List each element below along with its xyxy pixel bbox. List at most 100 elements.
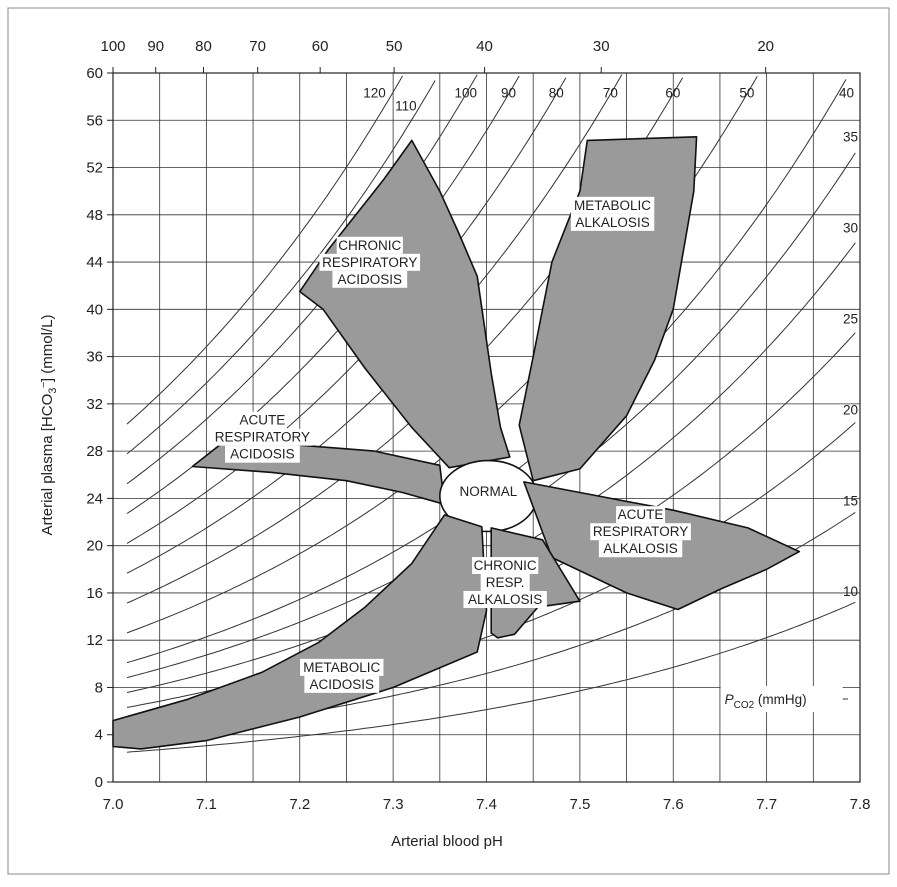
region-label-line: ACIDOSIS — [230, 447, 295, 462]
y-tick-label: 16 — [86, 585, 103, 602]
y-tick-label: 44 — [86, 254, 103, 271]
label-box — [225, 445, 300, 463]
label-box — [590, 523, 691, 541]
region-label-line: ALKALOSIS — [575, 215, 649, 230]
x-axis-title: Arterial blood pH — [391, 833, 503, 850]
top-tick-label: 20 — [757, 38, 774, 55]
top-tick-label: 90 — [147, 38, 164, 55]
metabolic-alkalosis-label: METABOLIC ALKALOSIS — [570, 196, 655, 231]
y-tick-label: 40 — [86, 301, 103, 318]
chronic-respiratory-alkalosis-label: CHRONIC RESP. ALKALOSIS — [463, 557, 547, 609]
isopleth-line — [126, 75, 403, 425]
y-tick-label: 52 — [86, 160, 103, 177]
top-tick-label: 60 — [312, 38, 329, 55]
chronic-respiratory-acidosis-label: CHRONIC RESPIRATORY ACIDOSIS — [319, 236, 421, 288]
legend-text: PCO2 (mmHg) — [725, 692, 807, 711]
isopleth-label: 70 — [603, 85, 618, 100]
region-labels: CHRONIC RESPIRATORY ACIDOSIS METABOLIC ALKAL… — [212, 196, 691, 693]
y-tick-label: 12 — [86, 632, 103, 649]
isopleth-line — [126, 77, 567, 544]
x-tick-label: 7.5 — [569, 796, 590, 813]
region-label-line: ALKALOSIS — [603, 541, 677, 556]
label-box — [212, 428, 313, 446]
y-axis-title: Arterial plasma [HCO3–] (mmol/L) — [38, 315, 59, 536]
top-tick-label: 40 — [476, 38, 493, 55]
top-tick-label: 100 — [100, 38, 125, 55]
isopleth-label: 40 — [839, 85, 854, 100]
region-label-line: METABOLIC — [303, 660, 380, 675]
chronic-respiratory-acidosis-region — [298, 139, 511, 469]
x-tick-label: 7.2 — [289, 796, 310, 813]
isopleth-label: 30 — [843, 221, 858, 236]
x-tick-label: 7.8 — [850, 796, 871, 813]
label-box — [472, 557, 539, 575]
isopleth-label: 60 — [665, 85, 680, 100]
x-tick-label: 7.6 — [663, 796, 684, 813]
y-tick-label: 4 — [95, 727, 103, 744]
top-tick-label: 80 — [195, 38, 212, 55]
acute-respiratory-acidosis-label: ACUTE RESPIRATORY ACIDOSIS — [212, 411, 313, 463]
region-label-line: ACIDOSIS — [310, 677, 375, 692]
region-label-line: ACUTE — [240, 413, 286, 428]
y-tick-label: 0 — [95, 774, 103, 791]
region-label-line: RESP. — [486, 575, 525, 590]
metabolic-acidosis-label: METABOLIC ACIDOSIS — [300, 658, 384, 693]
label-box — [319, 253, 421, 271]
label-box — [332, 270, 408, 288]
y-tick-label: 24 — [86, 490, 103, 507]
y-tick-label: 32 — [86, 396, 103, 413]
isopleth-label: 25 — [843, 311, 858, 326]
isopleth-label: 35 — [843, 130, 858, 145]
y-tick-label: 48 — [86, 207, 103, 224]
label-box — [616, 506, 666, 524]
region-label-line: CHRONIC — [474, 558, 537, 573]
isopleth-label: 80 — [549, 85, 564, 100]
region-label-line: ACUTE — [618, 507, 664, 522]
region-label-line: CHRONIC — [338, 238, 401, 253]
ticks: 7.0 7.1 7.2 7.3 7.4 7.5 7.6 7.7 7.80481216202428… — [86, 38, 870, 813]
legend-box — [720, 686, 843, 713]
label-box — [237, 411, 287, 429]
label-box — [336, 236, 403, 254]
label-box — [463, 591, 547, 609]
y-tick-label: 60 — [86, 65, 103, 82]
isopleth-line — [126, 74, 623, 574]
label-box — [480, 574, 530, 592]
chronic-respiratory-alkalosis-region — [490, 527, 581, 639]
x-tick-label: 7.3 — [383, 796, 404, 813]
region-label-line: RESPIRATORY — [215, 430, 310, 445]
region-label-line: METABOLIC — [574, 198, 651, 213]
x-tick-label: 7.7 — [756, 796, 777, 813]
pco2-legend: PCO2 (mmHg) — [720, 686, 848, 713]
region-label-line: ACIDOSIS — [338, 272, 403, 287]
label-box — [300, 658, 384, 676]
isopleth-label: 110 — [395, 98, 417, 113]
region-label-line: ALKALOSIS — [468, 592, 542, 607]
label-box — [570, 196, 655, 214]
isopleth-line — [126, 601, 856, 753]
top-tick-label: 70 — [249, 38, 266, 55]
label-box — [304, 675, 380, 693]
isopleth-label: 90 — [501, 85, 516, 100]
isopleth-label: 20 — [843, 402, 858, 417]
x-tick-label: 7.4 — [476, 796, 497, 813]
isopleth-line — [126, 80, 436, 455]
normal-label: NORMAL — [459, 484, 517, 499]
y-tick-label: 28 — [86, 443, 103, 460]
x-tick-label: 7.0 — [103, 796, 124, 813]
label-box — [598, 540, 683, 558]
isopleth-label: 120 — [363, 85, 386, 100]
region-label-line: RESPIRATORY — [322, 255, 417, 270]
x-tick-label: 7.1 — [196, 796, 217, 813]
y-tick-label: 8 — [95, 679, 103, 696]
isopleth-label: 10 — [843, 584, 858, 599]
plot-border — [112, 72, 861, 783]
isopleth-label: 50 — [739, 85, 754, 100]
y-tick-label: 56 — [86, 112, 103, 129]
y-tick-label: 36 — [86, 349, 103, 366]
y-tick-label: 20 — [86, 538, 103, 555]
label-box — [570, 213, 655, 231]
isopleth-label: 15 — [843, 493, 858, 508]
